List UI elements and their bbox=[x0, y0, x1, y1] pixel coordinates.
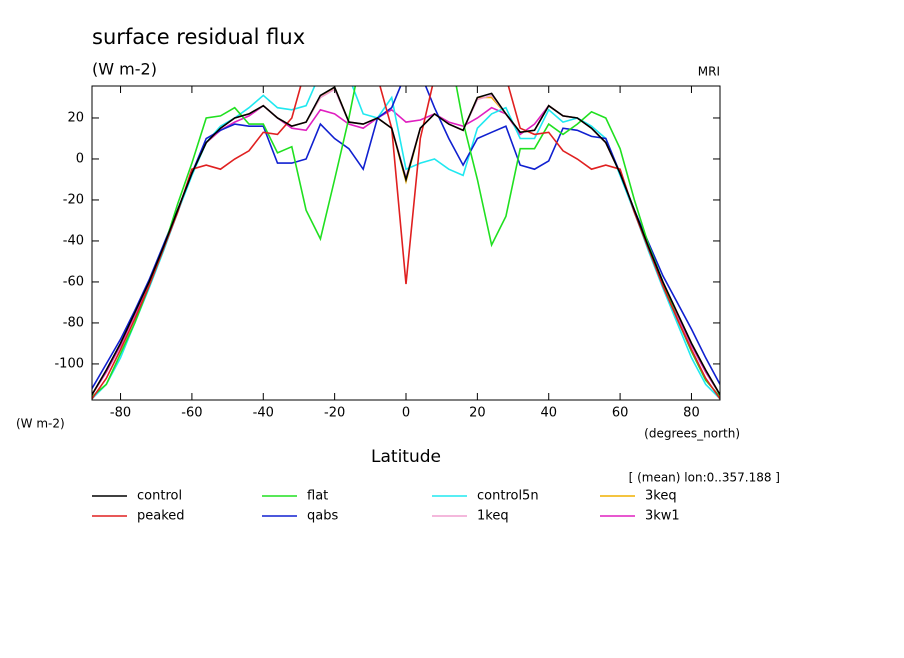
y-tick-label: -40 bbox=[63, 233, 84, 248]
x-tick-label: -20 bbox=[324, 406, 345, 421]
legend-label: qabs bbox=[307, 509, 338, 524]
y-tick-label: 0 bbox=[76, 151, 84, 166]
legend-label: 3keq bbox=[645, 489, 677, 504]
chart-subtitle: (W m-2) bbox=[92, 60, 157, 79]
series-line bbox=[92, 86, 720, 398]
legend-label: 1keq bbox=[477, 509, 509, 524]
series-line bbox=[92, 86, 720, 396]
legend-label: control bbox=[137, 489, 182, 504]
y-tick-label: -60 bbox=[63, 274, 84, 289]
plot-lines bbox=[92, 86, 720, 400]
y-tick-label: -100 bbox=[54, 356, 84, 371]
x-tick-label: -60 bbox=[181, 406, 202, 421]
x-tick-label: -80 bbox=[110, 406, 131, 421]
x-tick-label: 20 bbox=[469, 406, 486, 421]
legend-label: peaked bbox=[137, 509, 185, 524]
x-tick-label: 80 bbox=[683, 406, 700, 421]
y-tick-label: 20 bbox=[67, 110, 84, 125]
series-line bbox=[92, 86, 720, 400]
legend-label: flat bbox=[307, 489, 328, 504]
x-unit-label: (degrees_north) bbox=[644, 427, 740, 441]
x-axis-label: Latitude bbox=[371, 447, 441, 467]
x-tick-label: -40 bbox=[253, 406, 274, 421]
y-tick-label: -20 bbox=[63, 192, 84, 207]
x-tick-label: 0 bbox=[402, 406, 410, 421]
legend-label: control5n bbox=[477, 489, 539, 504]
legend-label: 3kw1 bbox=[645, 509, 680, 524]
model-label: MRI bbox=[698, 65, 720, 79]
x-tick-label: 40 bbox=[540, 406, 557, 421]
chart-title: surface residual flux bbox=[92, 25, 305, 49]
y-axis-label: (W m-2) bbox=[16, 417, 65, 431]
y-tick-label: -80 bbox=[63, 315, 84, 330]
annotation: [ (mean) lon:0..357.188 ] bbox=[629, 471, 780, 485]
x-tick-label: 60 bbox=[612, 406, 629, 421]
